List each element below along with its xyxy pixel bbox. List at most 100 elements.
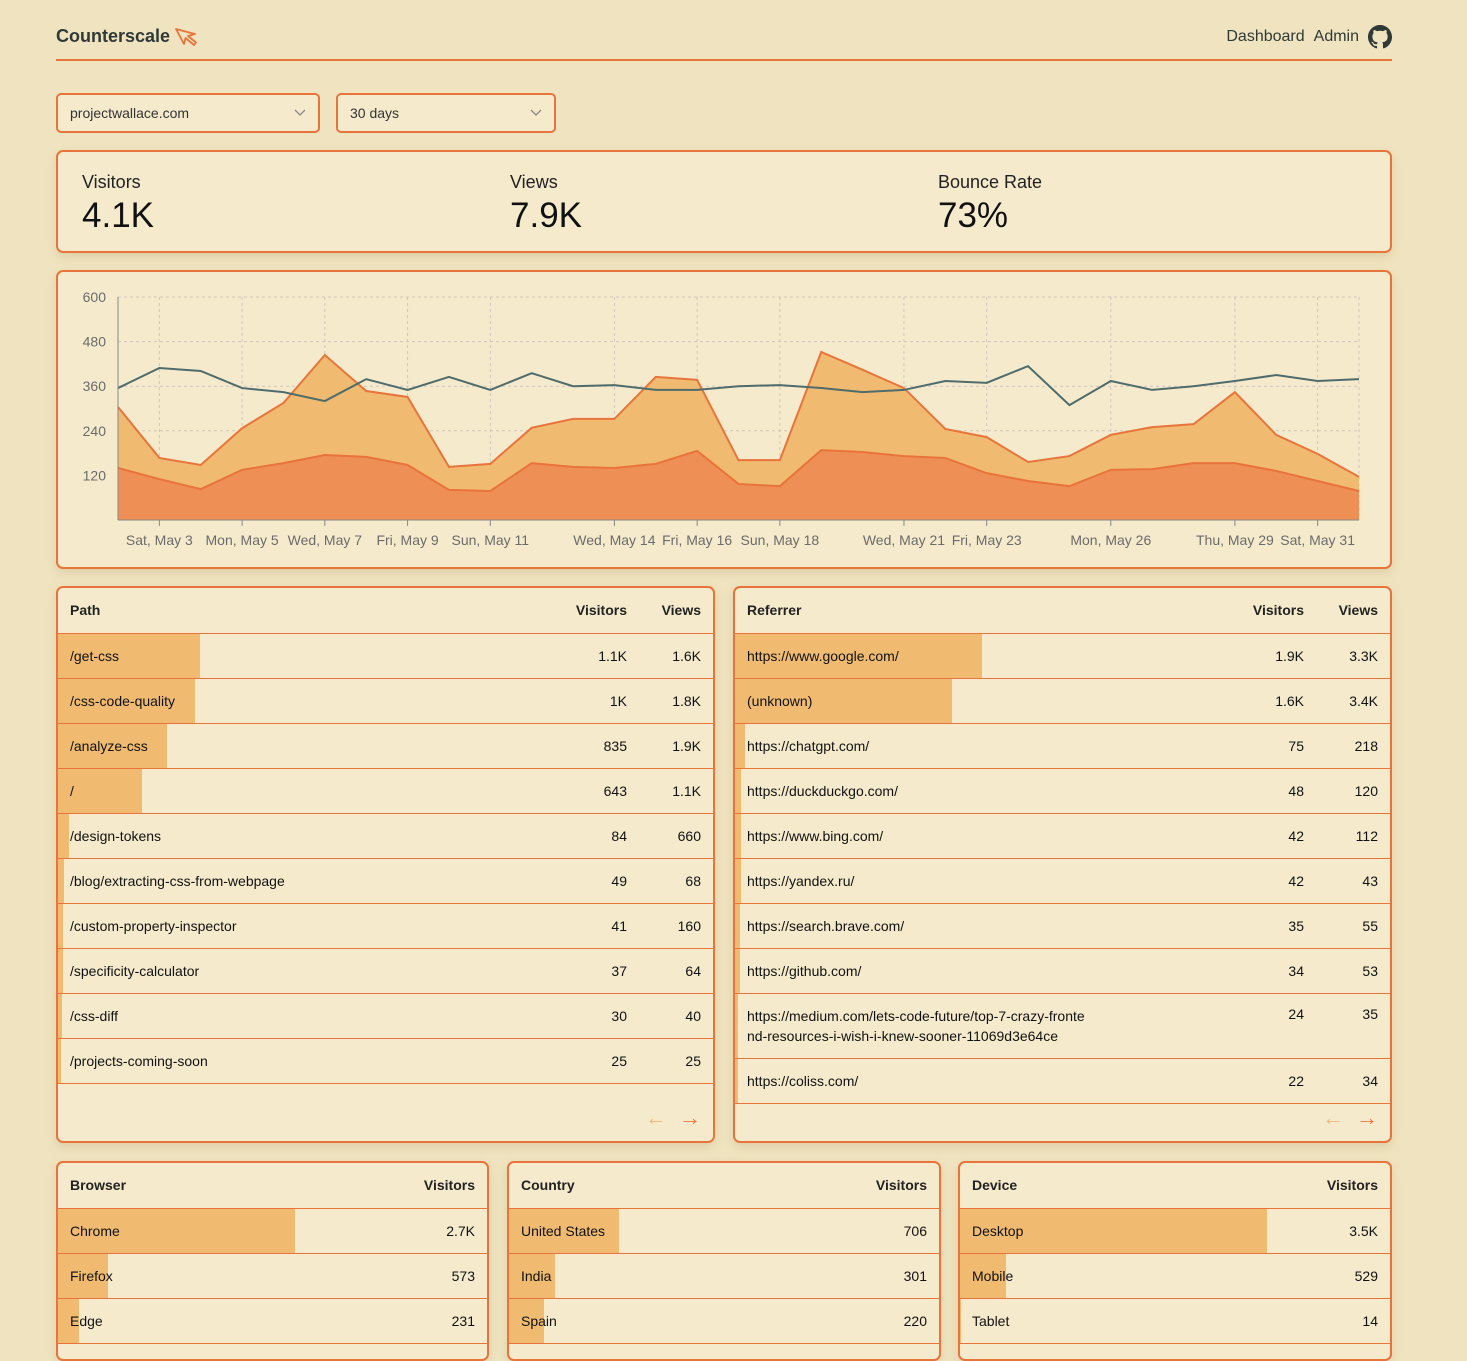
row-label[interactable]: Mobile [972, 1267, 1014, 1284]
row-visitors: 24 [1240, 993, 1316, 1059]
github-icon[interactable] [1368, 24, 1392, 49]
row-label[interactable]: https://coliss.com/ [747, 1072, 859, 1089]
table-row[interactable]: Desktop 3.5K [960, 1208, 1390, 1254]
table-row[interactable]: /blog/extracting-css-from-webpage 49 68 [58, 858, 713, 904]
site-select[interactable]: projectwallace.com [56, 93, 320, 133]
table-row[interactable]: https://search.brave.com/35 55 [735, 903, 1390, 949]
row-label[interactable]: /blog/extracting-css-from-webpage [70, 872, 285, 889]
column-header: Visitors [1314, 1163, 1390, 1209]
table-row[interactable]: Firefox 573 [58, 1253, 487, 1299]
row-label[interactable]: (unknown) [747, 692, 813, 709]
row-visitors: 1.9K [1240, 633, 1316, 679]
row-label-cell: Edge [58, 1298, 412, 1344]
table-row[interactable]: /custom-property-inspector 41 160 [58, 903, 713, 949]
row-label[interactable]: https://www.bing.com/ [747, 827, 884, 844]
row-label[interactable]: /projects-coming-soon [70, 1052, 208, 1069]
row-label[interactable]: https://duckduckgo.com/ [747, 782, 898, 799]
table-row[interactable]: https://github.com/34 53 [735, 948, 1390, 994]
column-header: Path [58, 588, 564, 634]
table-row[interactable]: United States 706 [509, 1208, 939, 1254]
row-label[interactable]: United States [521, 1222, 606, 1239]
row-views: 1.8K [639, 678, 713, 724]
paths-table: Path Visitors Views/get-css 1.1K 1.6K/css-co… [58, 588, 713, 1084]
row-label[interactable]: /specificity-calculator [70, 962, 200, 979]
nav-admin[interactable]: Admin [1313, 27, 1359, 45]
table-header-row: Path Visitors Views [58, 588, 713, 634]
row-views: 34 [1316, 1058, 1390, 1104]
table-row[interactable]: Tablet 14 [960, 1298, 1390, 1344]
table-row[interactable]: (unknown) 1.6K 3.4K [735, 678, 1390, 724]
row-visitors: 3.5K [1314, 1208, 1390, 1254]
row-views: 35 [1316, 993, 1390, 1059]
row-label[interactable]: /design-tokens [70, 827, 162, 844]
row-label[interactable]: India [521, 1267, 552, 1284]
row-label[interactable]: Firefox [70, 1267, 113, 1284]
table-row[interactable]: https://www.google.com/1.9K 3.3K [735, 633, 1390, 679]
row-label[interactable]: https://search.brave.com/ [747, 917, 905, 934]
row-views: 120 [1316, 768, 1390, 814]
table-row[interactable]: https://coliss.com/22 34 [735, 1058, 1390, 1104]
row-label-cell: /custom-property-inspector [58, 903, 564, 949]
next-page-button[interactable]: → [1356, 1105, 1378, 1130]
x-tick-label: Sun, May 11 [452, 532, 530, 548]
table-row[interactable]: /get-css 1.1K 1.6K [58, 633, 713, 679]
table-row[interactable]: India 301 [509, 1253, 939, 1299]
table-row[interactable]: /analyze-css 835 1.9K [58, 723, 713, 769]
row-label[interactable]: https://github.com/ [747, 962, 862, 979]
row-visitors: 25 [563, 1038, 639, 1084]
table-row[interactable]: /design-tokens 84 660 [58, 813, 713, 859]
row-visitors: 706 [863, 1208, 939, 1254]
table-row[interactable]: / 643 1.1K [58, 768, 713, 814]
brand[interactable]: Counterscale [56, 26, 200, 47]
table-header-row: Referrer Visitors Views [735, 588, 1390, 634]
table-row[interactable]: Mobile 529 [960, 1253, 1390, 1299]
row-bar [735, 723, 746, 768]
row-label[interactable]: https://yandex.ru/ [747, 872, 855, 889]
row-bar [735, 993, 739, 1058]
table-row[interactable]: https://yandex.ru/42 43 [735, 858, 1390, 904]
row-label[interactable]: Tablet [972, 1312, 1010, 1329]
table-row[interactable]: https://chatgpt.com/75 218 [735, 723, 1390, 769]
table-row[interactable]: https://medium.com/lets-code-future/top-… [735, 993, 1390, 1059]
brand-name: Counterscale [56, 26, 171, 46]
row-label[interactable]: Desktop [972, 1222, 1024, 1239]
row-label[interactable]: https://www.google.com/ [747, 647, 899, 664]
row-views: 53 [1316, 948, 1390, 994]
row-bar [58, 678, 195, 723]
row-label[interactable]: Chrome [70, 1222, 120, 1239]
table-row[interactable]: Spain 220 [509, 1298, 939, 1344]
row-label[interactable]: /custom-property-inspector [70, 917, 237, 934]
range-select-value: 30 days [350, 105, 400, 121]
row-label[interactable]: /css-diff [70, 1007, 118, 1024]
table-row[interactable]: Edge 231 [58, 1298, 487, 1344]
nav-dashboard[interactable]: Dashboard [1226, 27, 1305, 45]
prev-page-button[interactable]: ← [1322, 1105, 1344, 1130]
table-row[interactable]: /css-code-quality 1K 1.8K [58, 678, 713, 724]
table-row[interactable]: /css-diff 30 40 [58, 993, 713, 1039]
table-row[interactable]: Chrome 2.7K [58, 1208, 487, 1254]
table-row[interactable]: https://www.bing.com/42 112 [735, 813, 1390, 859]
table-row[interactable]: https://duckduckgo.com/48 120 [735, 768, 1390, 814]
column-header: Country [509, 1163, 864, 1209]
table-header-row: Browser Visitors [58, 1163, 487, 1209]
row-label[interactable]: /css-code-quality [70, 692, 176, 709]
row-label[interactable]: /get-css [70, 647, 120, 664]
row-label[interactable]: Edge [70, 1312, 103, 1329]
row-label-cell: /analyze-css [58, 723, 564, 769]
x-tick-label: Wed, May 21 [863, 532, 945, 548]
row-label[interactable]: https://medium.com/lets-code-future/top-… [747, 1007, 1085, 1044]
table-row[interactable]: /projects-coming-soon 25 25 [58, 1038, 713, 1084]
row-label[interactable]: /analyze-css [70, 737, 148, 754]
row-label-cell: Tablet [960, 1298, 1315, 1344]
row-label[interactable]: https://chatgpt.com/ [747, 737, 870, 754]
row-label[interactable]: / [70, 782, 74, 799]
row-bar [58, 858, 65, 903]
x-tick-label: Fri, May 16 [662, 532, 732, 548]
next-page-button[interactable]: → [679, 1105, 701, 1130]
table-row[interactable]: /specificity-calculator 37 64 [58, 948, 713, 994]
prev-page-button[interactable]: ← [645, 1105, 667, 1130]
x-tick-label: Sat, May 3 [126, 532, 193, 548]
stat-visitors: Visitors 4.1K [82, 172, 510, 235]
range-select[interactable]: 30 days [336, 93, 556, 133]
row-label[interactable]: Spain [521, 1312, 557, 1329]
